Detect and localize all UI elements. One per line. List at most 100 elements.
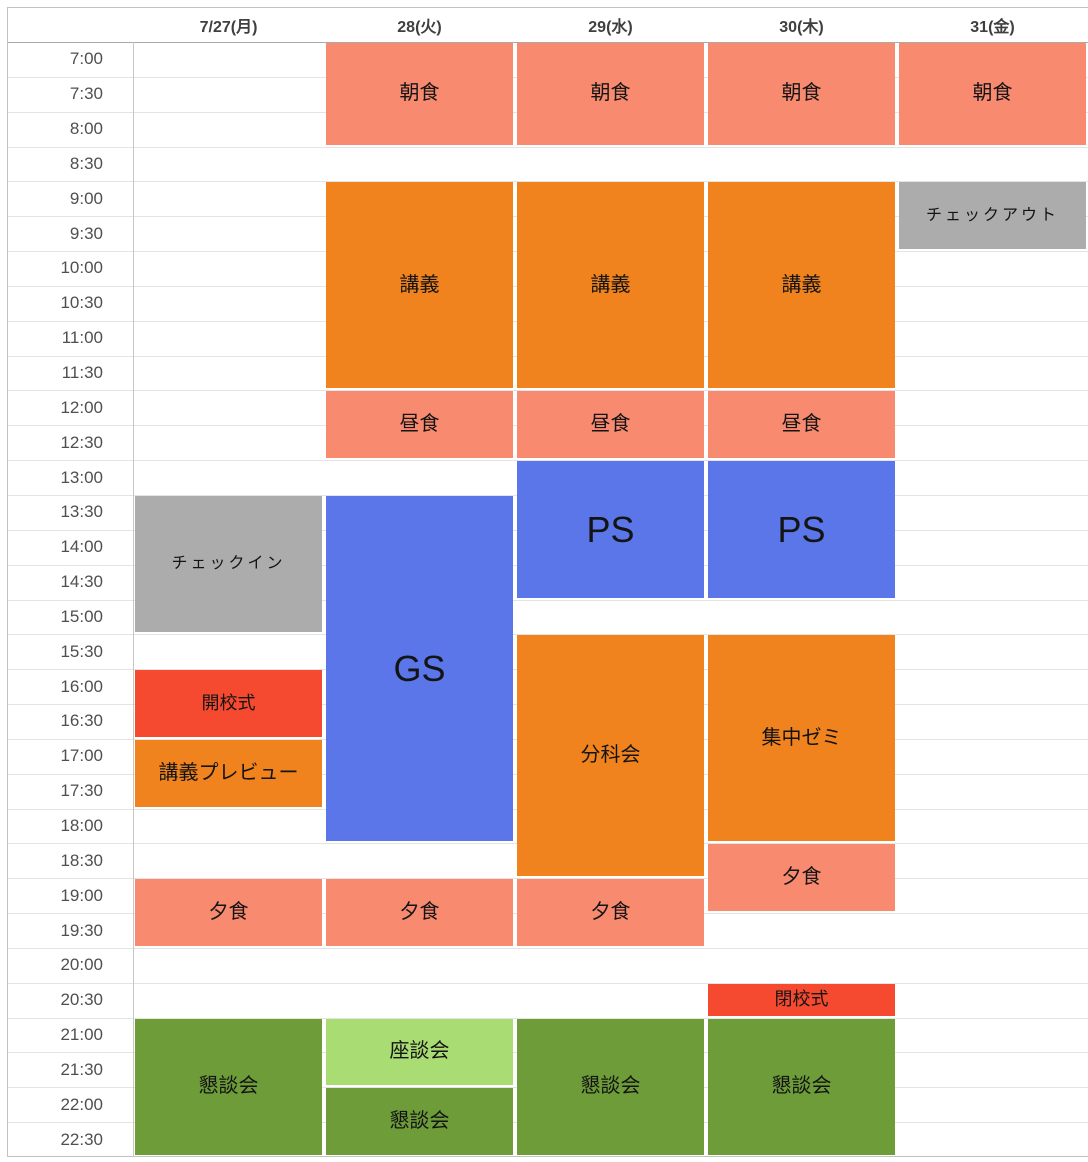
- time-label: 9:30: [69, 223, 103, 243]
- time-label: 17:30: [60, 781, 103, 801]
- time-label: 8:30: [69, 153, 103, 173]
- time-label: 11:30: [61, 363, 103, 383]
- time-label: 20:00: [60, 955, 103, 975]
- event-label: チェックイン: [171, 554, 286, 572]
- time-label: 11:00: [61, 328, 103, 348]
- event-label: 夕食: [208, 901, 249, 924]
- event-dinner-mon[interactable]: 夕食: [135, 879, 322, 946]
- time-label: 19:30: [60, 920, 103, 940]
- time-label: 14:30: [60, 572, 103, 592]
- event-dinner-thu[interactable]: 夕食: [708, 844, 895, 912]
- time-label: 17:00: [60, 746, 103, 766]
- event-checkin-mon[interactable]: チェックイン: [135, 495, 322, 633]
- event-ps-session-thu[interactable]: PS: [708, 461, 895, 598]
- grid-line-row: [7, 634, 1088, 636]
- event-breakfast-thu[interactable]: 朝食: [708, 43, 895, 145]
- grid-line-row: [7, 181, 1088, 183]
- time-label: 15:30: [60, 641, 103, 661]
- event-label: 懇談会: [771, 1075, 832, 1098]
- time-label: 16:00: [60, 676, 103, 696]
- event-label: 開校式: [201, 693, 256, 714]
- event-breakout-session-wed[interactable]: 分科会: [517, 635, 704, 877]
- event-closing-ceremony-thu[interactable]: 閉校式: [708, 983, 895, 1016]
- grid-line-row: [7, 1017, 1088, 1019]
- event-label: PS: [586, 508, 635, 550]
- event-label: 朝食: [781, 82, 822, 105]
- grid-line-row: [7, 599, 1088, 601]
- time-label: 13:00: [60, 467, 103, 487]
- table-border-bottom: [7, 1156, 1088, 1157]
- time-label: 10:00: [60, 258, 103, 278]
- day-header-wed: 29(水): [588, 18, 633, 36]
- event-label: 懇談会: [198, 1075, 259, 1098]
- time-label: 21:30: [60, 1059, 103, 1079]
- grid-line-row: [7, 947, 1088, 949]
- event-label: 講義プレビュー: [158, 761, 299, 784]
- event-lunch-wed[interactable]: 昼食: [517, 391, 704, 459]
- event-label: 朝食: [972, 82, 1013, 105]
- grid-line-row: [7, 390, 1088, 392]
- time-label: 15:00: [60, 606, 103, 626]
- grid-line-row: [7, 146, 1088, 148]
- time-label: 14:00: [60, 537, 103, 557]
- time-label: 18:30: [60, 850, 103, 870]
- event-label: 懇談会: [580, 1075, 641, 1098]
- event-label: 講義: [781, 273, 822, 296]
- event-opening-ceremony-mon[interactable]: 開校式: [135, 670, 322, 737]
- time-label: 21:00: [60, 1025, 103, 1045]
- event-breakfast-fri[interactable]: 朝食: [899, 43, 1086, 145]
- event-breakfast-tue[interactable]: 朝食: [326, 43, 513, 145]
- event-dinner-tue[interactable]: 夕食: [326, 879, 513, 946]
- event-lecture-tue[interactable]: 講義: [326, 182, 513, 389]
- event-label: 昼食: [590, 413, 631, 436]
- event-lunch-tue[interactable]: 昼食: [326, 391, 513, 459]
- event-label: 朝食: [590, 82, 631, 105]
- grid-line-row: [7, 460, 1088, 462]
- time-label: 9:00: [69, 188, 103, 208]
- event-lunch-thu[interactable]: 昼食: [708, 391, 895, 459]
- time-label: 8:00: [69, 119, 103, 139]
- event-breakfast-wed[interactable]: 朝食: [517, 43, 704, 145]
- event-lecture-wed[interactable]: 講義: [517, 182, 704, 389]
- time-label: 20:30: [60, 990, 103, 1010]
- event-label: 座談会: [389, 1040, 450, 1063]
- event-label: 昼食: [781, 413, 822, 436]
- day-header-mon: 7/27(月): [199, 18, 258, 36]
- table-border-left: [7, 7, 8, 1157]
- event-label: 昼食: [399, 413, 440, 436]
- day-header-fri: 31(金): [970, 18, 1015, 36]
- event-roundtable-tue[interactable]: 座談会: [326, 1018, 513, 1086]
- event-intensive-seminar-thu[interactable]: 集中ゼミ: [708, 635, 895, 842]
- time-label: 22:00: [60, 1094, 103, 1114]
- event-social-gathering-thu[interactable]: 懇談会: [708, 1018, 895, 1155]
- time-label: 16:30: [60, 711, 103, 731]
- event-dinner-wed[interactable]: 夕食: [517, 879, 704, 946]
- event-label: 閉校式: [774, 989, 829, 1010]
- event-social-gathering-tue[interactable]: 懇談会: [326, 1088, 513, 1155]
- header-bottom-border: [7, 42, 1088, 43]
- day-header-tue: 28(火): [397, 18, 442, 36]
- event-lecture-thu[interactable]: 講義: [708, 182, 895, 389]
- event-ps-session-wed[interactable]: PS: [517, 461, 704, 598]
- time-column-border: [133, 42, 134, 1157]
- event-social-gathering-wed[interactable]: 懇談会: [517, 1018, 704, 1155]
- event-label: 夕食: [590, 901, 631, 924]
- time-label: 7:30: [69, 84, 103, 104]
- event-label: 夕食: [781, 866, 822, 889]
- event-gs-session-tue[interactable]: GS: [326, 495, 513, 842]
- event-checkout-fri[interactable]: チェックアウト: [899, 182, 1086, 250]
- time-label: 7:00: [69, 49, 103, 69]
- event-label: PS: [777, 508, 826, 550]
- event-label: 夕食: [399, 901, 440, 924]
- time-label: 10:30: [60, 293, 103, 313]
- event-label: チェックアウト: [925, 206, 1059, 224]
- grid-line-row: [7, 982, 1088, 984]
- time-label: 12:00: [60, 397, 103, 417]
- time-label: 19:00: [60, 885, 103, 905]
- event-label: 講義: [399, 273, 440, 296]
- event-lecture-preview-mon[interactable]: 講義プレビュー: [135, 739, 322, 807]
- grid-line-row: [7, 878, 1088, 880]
- day-header-thu: 30(木): [779, 18, 824, 36]
- event-social-gathering-mon[interactable]: 懇談会: [135, 1018, 322, 1155]
